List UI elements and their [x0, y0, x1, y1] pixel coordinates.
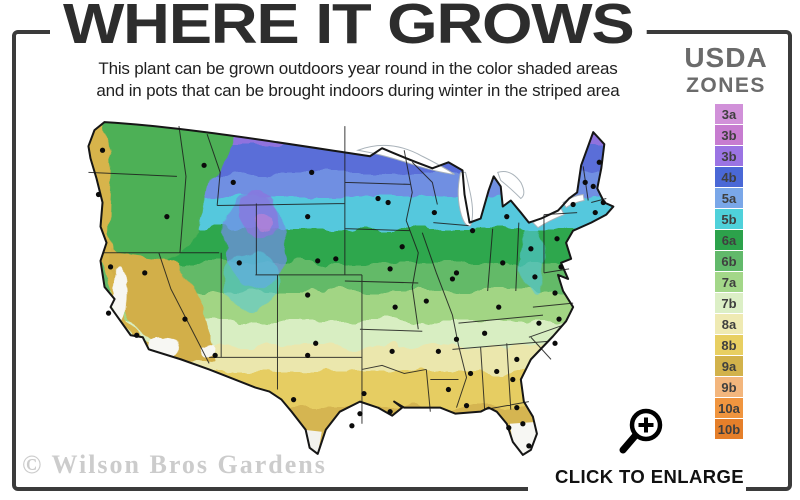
subtitle-line-2: and in pots that can be brought indoors … — [96, 81, 620, 101]
zone-chip-8a: 8a — [715, 314, 743, 334]
magnifier-zoom-icon[interactable] — [616, 406, 668, 463]
zone-bands — [88, 122, 614, 455]
page-title: WHERE IT GROWS — [50, 0, 647, 54]
zone-chip-8b: 8b — [715, 335, 743, 355]
usda-zones-heading: USDA ZONES — [676, 42, 776, 97]
subtitle-line-1: This plant can be grown outdoors year ro… — [98, 59, 618, 78]
zone-chip-9b: 9b — [715, 377, 743, 397]
click-to-enlarge-label[interactable]: CLICK TO ENLARGE — [554, 466, 744, 487]
city-dots — [95, 147, 606, 449]
zone-chip-6a: 6a — [715, 230, 743, 250]
usda-heading-line2: ZONES — [686, 74, 766, 97]
zone-chip-3b: 3b — [715, 125, 743, 145]
zone-chip-7b: 7b — [715, 293, 743, 313]
click-to-enlarge-button[interactable]: CLICK TO ENLARGE — [528, 464, 746, 496]
us-outline — [87, 121, 615, 456]
zone-chip-3a: 3a — [715, 104, 743, 124]
subtitle: This plant can be grown outdoors year ro… — [40, 58, 676, 102]
zone-chip-9a: 9a — [715, 356, 743, 376]
zone-chip-5b: 5b — [715, 209, 743, 229]
zone-chip-10b: 10b — [715, 419, 743, 439]
page-title-text: WHERE IT GROWS — [50, 0, 647, 54]
zone-chip-7a: 7a — [715, 272, 743, 292]
zone-chip-3b: 3b — [715, 146, 743, 166]
no-grow-area-south-texas — [303, 429, 322, 455]
zone-chip-10a: 10a — [715, 398, 743, 418]
zone-chip-5a: 5a — [715, 188, 743, 208]
us-hardiness-map — [58, 110, 682, 472]
zone-chip-6b: 6b — [715, 251, 743, 271]
zone-legend: 3a 3b 3b 4b 5a 5b 6a 6b 7a 7b 8a 8b 9a 9b 10a 10b — [715, 104, 743, 440]
zone-chip-4b: 4b — [715, 167, 743, 187]
us-hardiness-map-svg — [87, 121, 615, 456]
watermark: © Wilson Bros Gardens — [22, 450, 327, 479]
usda-heading-line1: USDA — [684, 42, 768, 73]
